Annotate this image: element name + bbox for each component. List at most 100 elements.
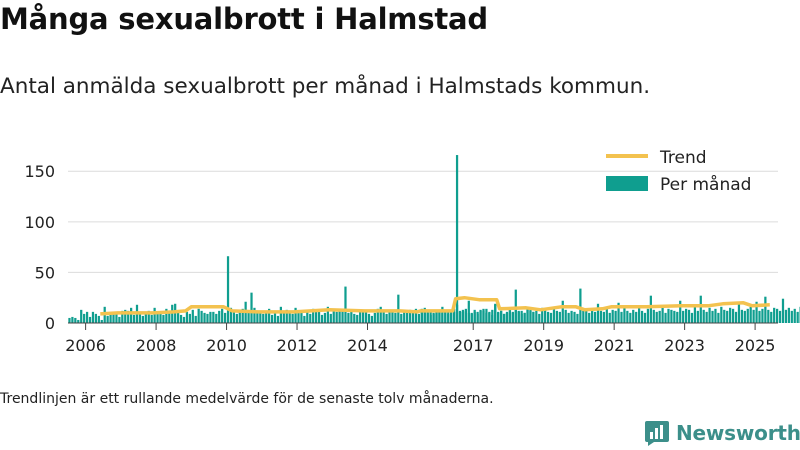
y-axis-ticks: 0 50 100 150 [24, 162, 55, 333]
bar [447, 309, 450, 323]
bar [579, 288, 582, 323]
bar [364, 311, 368, 323]
bar [306, 309, 309, 323]
bar [605, 308, 608, 323]
bar [611, 309, 614, 323]
bar [423, 310, 426, 323]
bar [276, 315, 280, 323]
bar [191, 309, 194, 323]
bar [379, 306, 382, 323]
bar [614, 310, 617, 323]
bar [626, 310, 629, 323]
brand-name: Newsworthy [676, 421, 800, 445]
bar [667, 308, 670, 323]
bar [270, 314, 274, 323]
y-tick-label: 50 [35, 263, 55, 282]
bar [758, 310, 761, 323]
bar [441, 312, 444, 323]
bar [776, 308, 779, 323]
bar [535, 310, 538, 323]
bar [353, 313, 356, 323]
bar [541, 307, 544, 323]
bar [532, 311, 535, 323]
bar [285, 309, 288, 323]
bar [138, 313, 142, 323]
bar [182, 316, 186, 323]
bar [582, 310, 585, 323]
bar [265, 312, 268, 323]
bar [676, 311, 679, 323]
bar [723, 309, 726, 323]
bar [323, 312, 327, 323]
bar [400, 313, 403, 323]
bar [288, 311, 291, 323]
x-tick-label: 2023 [664, 336, 705, 355]
bar [640, 310, 644, 323]
bar [538, 313, 541, 323]
bar [432, 313, 435, 323]
bar [502, 313, 506, 323]
bar [391, 311, 394, 323]
y-tick-label: 150 [24, 162, 55, 181]
bar [124, 309, 127, 323]
bar [411, 312, 415, 323]
bar [714, 308, 717, 323]
bar [312, 308, 315, 323]
chart-subtitle: Antal anmälda sexualbrott per månad i Ha… [0, 74, 651, 99]
bar [235, 313, 238, 323]
bar [77, 319, 80, 323]
bar [711, 310, 714, 323]
bar [470, 313, 473, 323]
bar [367, 313, 371, 323]
bar [408, 309, 412, 323]
bar [778, 310, 782, 323]
bar [144, 312, 147, 323]
footnote: Trendlinjen är ett rullande medelvärde f… [0, 391, 494, 407]
bar [576, 313, 579, 323]
bar [218, 310, 221, 323]
bar [620, 311, 623, 323]
bar [617, 302, 620, 323]
bar [749, 306, 752, 323]
x-tick-label: 2008 [136, 336, 177, 355]
bar [720, 306, 723, 323]
bar [194, 315, 197, 323]
bar [646, 308, 650, 323]
bar [661, 307, 664, 323]
bar [761, 308, 764, 323]
bar [455, 155, 459, 323]
x-tick-label: 2021 [594, 336, 635, 355]
bar [303, 315, 306, 323]
bar [623, 307, 626, 323]
bar [162, 314, 165, 323]
bar [238, 309, 241, 323]
bar [591, 309, 594, 323]
bar [326, 306, 329, 323]
bar [232, 310, 236, 323]
bar [359, 309, 362, 323]
bar [153, 307, 156, 323]
bar [690, 312, 694, 323]
bar [376, 308, 379, 323]
bar [444, 311, 447, 323]
bar [494, 304, 497, 323]
bar [488, 311, 491, 323]
legend-bars-swatch [606, 176, 648, 191]
bar [347, 312, 350, 323]
bar [97, 315, 100, 323]
bar [464, 308, 467, 323]
bar [508, 309, 512, 323]
bar [673, 310, 676, 323]
x-tick-label: 2006 [65, 336, 106, 355]
bar [473, 309, 476, 323]
x-tick-label: 2025 [735, 336, 776, 355]
bar [262, 313, 265, 323]
bar [121, 310, 124, 323]
bar [655, 311, 658, 323]
bar [350, 311, 353, 323]
bar [317, 310, 321, 323]
bar [130, 307, 133, 323]
x-tick-label: 2010 [206, 336, 247, 355]
bar [100, 319, 103, 323]
